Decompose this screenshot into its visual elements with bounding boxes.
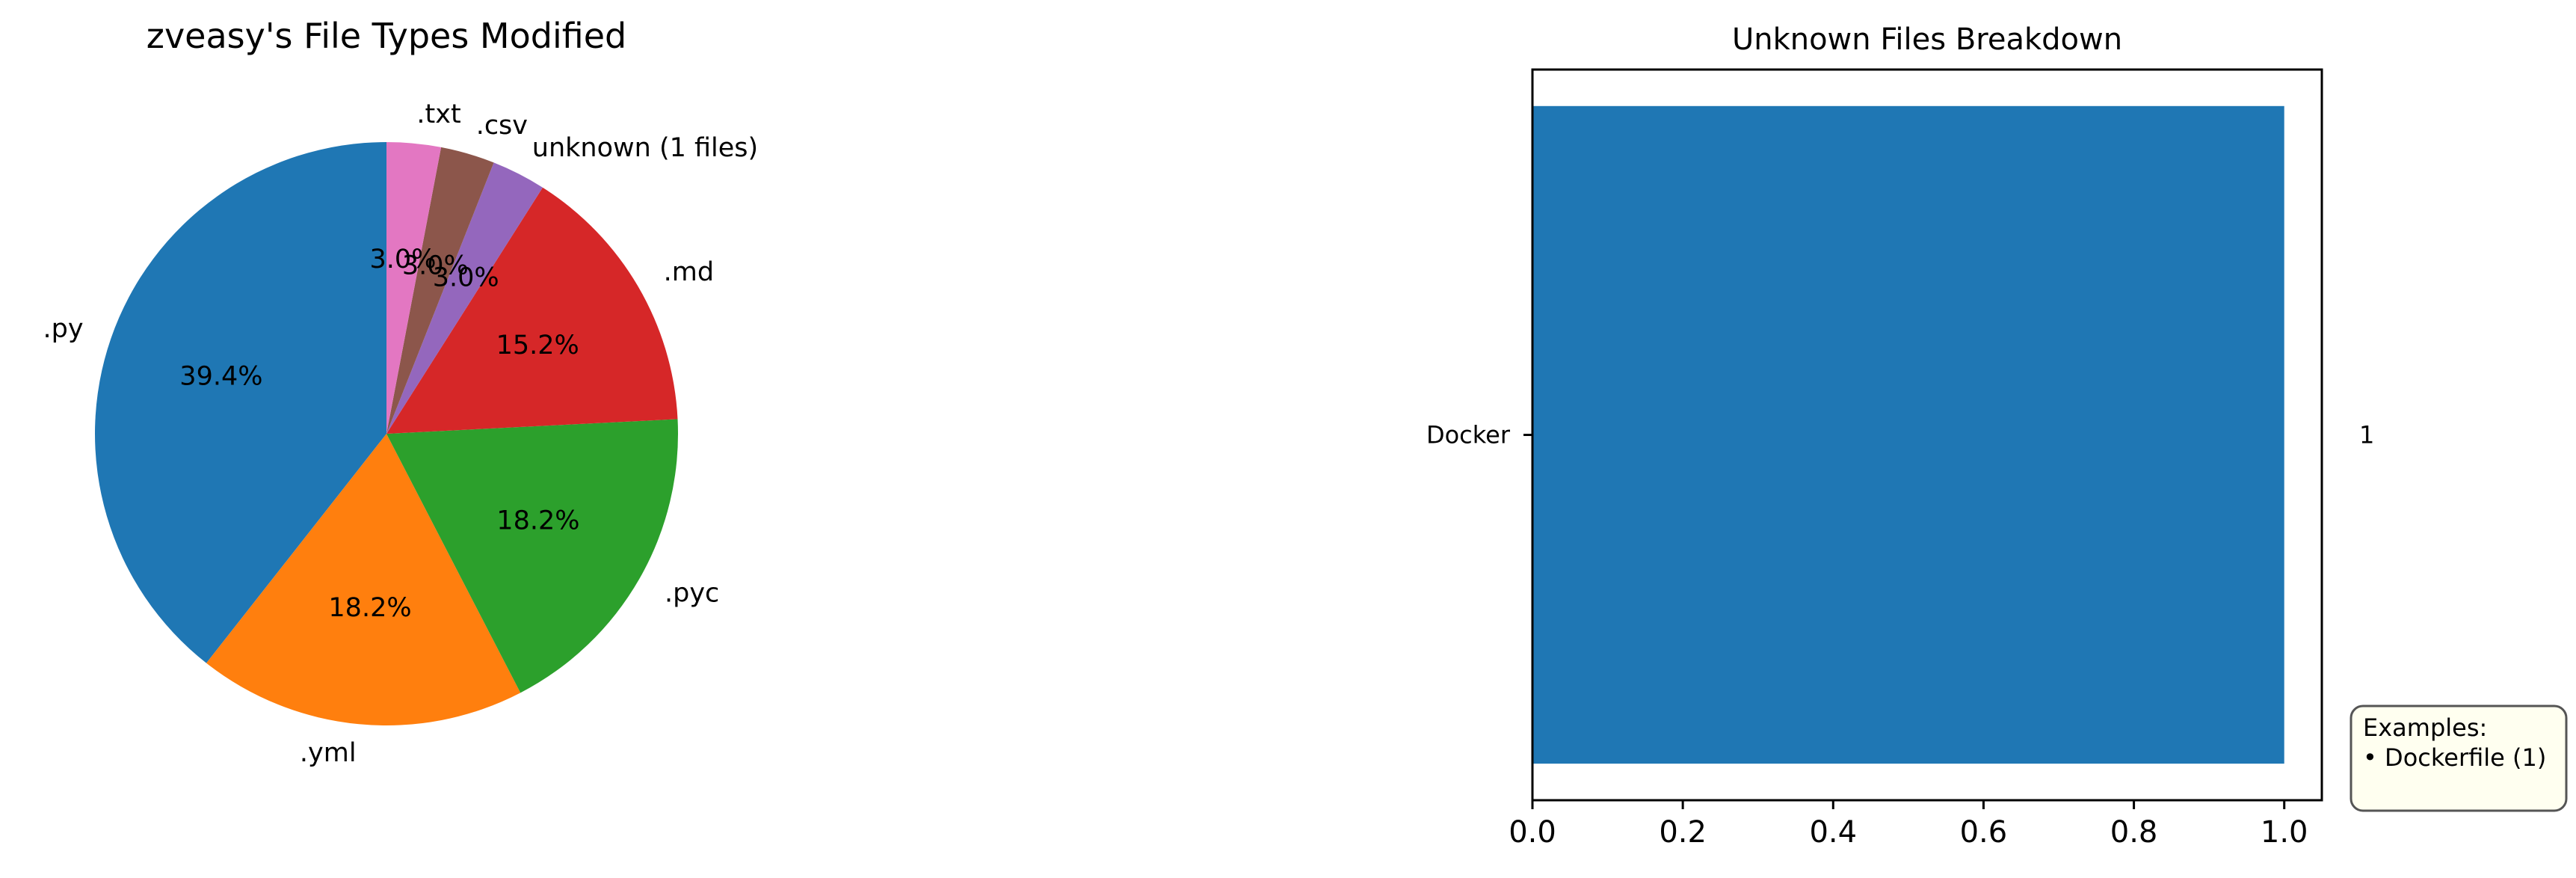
pie-category-labels: .py .yml .pyc .md unknown (1 files).csv .txt: [43, 99, 759, 768]
x-tick-label-3: 0.6: [1960, 815, 2008, 850]
annotation-background: [2349, 704, 2568, 812]
pie-percent-py: 39.4%: [179, 362, 262, 392]
pie-slice-csv: [386, 147, 494, 434]
pie-percent-md: 15.2%: [496, 331, 579, 360]
pie-slice-txt: [386, 142, 442, 434]
annotation-line-dockerfile: • Dockerfile (1): [2363, 743, 2546, 772]
pie-slice-unknown-1-files: [386, 162, 543, 434]
pie-slice-md: [386, 187, 678, 434]
pie-percent-labels: 39.4% 18.2% 18.2% 15.2% 3.0%3.0%3.0%: [179, 245, 579, 623]
bar-title: Unknown Files Breakdown: [1732, 22, 2122, 57]
bar-marks: [1532, 105, 2284, 764]
bar-x-axis: 0.0 0.2 0.4 0.6 0.8 1.0: [1509, 800, 2308, 850]
pie-label-unknown-1-files: unknown (1 files): [532, 133, 758, 163]
pie-title: zveasy's File Types Modified: [147, 16, 626, 56]
pie-slice-pyc: [386, 419, 679, 693]
x-tick-label-0: 0.0: [1509, 815, 1556, 850]
x-tick-label-2: 0.4: [1809, 815, 1857, 850]
pie-percent-txt: 3.0%: [370, 245, 437, 274]
pie-percent-csv: 3.0%: [402, 251, 469, 280]
x-tick-label-1: 0.2: [1659, 815, 1707, 850]
pie-percent-pyc: 18.2%: [496, 506, 579, 536]
pie-percent-unknown-1-files: 3.0%: [433, 263, 499, 293]
y-tick-label-docker: Docker: [1426, 421, 1511, 449]
pie-label-yml: .yml: [300, 738, 357, 768]
examples-annotation-box: Examples: • Dockerfile (1): [2349, 704, 2568, 812]
x-tick-label-4: 0.8: [2110, 815, 2158, 850]
pie-chart: zveasy's File Types Modified 39.4% 18.2% 1…: [43, 16, 759, 768]
pie-label-pyc: .pyc: [665, 579, 719, 609]
annotation-line-examples: Examples:: [2363, 713, 2487, 742]
bar-chart: Unknown Files Breakdown 0.0 0.2 0.4 0.6 0.8 1…: [1426, 22, 2568, 850]
bar-value-labels: 1: [2359, 421, 2374, 449]
bar-y-axis: Docker: [1426, 421, 1532, 449]
pie-percent-yml: 18.2%: [328, 593, 411, 623]
pie-slices: [94, 142, 679, 725]
pie-label-py: .py: [43, 314, 84, 344]
pie-slice-yml: [206, 434, 521, 725]
bar-value-label-docker: 1: [2359, 421, 2374, 449]
pie-slice-py: [94, 142, 386, 663]
pie-label-md: .md: [664, 257, 714, 287]
x-tick-label-5: 1.0: [2261, 815, 2308, 850]
bar-docker: [1532, 105, 2284, 764]
pie-label-txt: .txt: [416, 99, 460, 129]
pie-label-csv: .csv: [476, 111, 528, 141]
